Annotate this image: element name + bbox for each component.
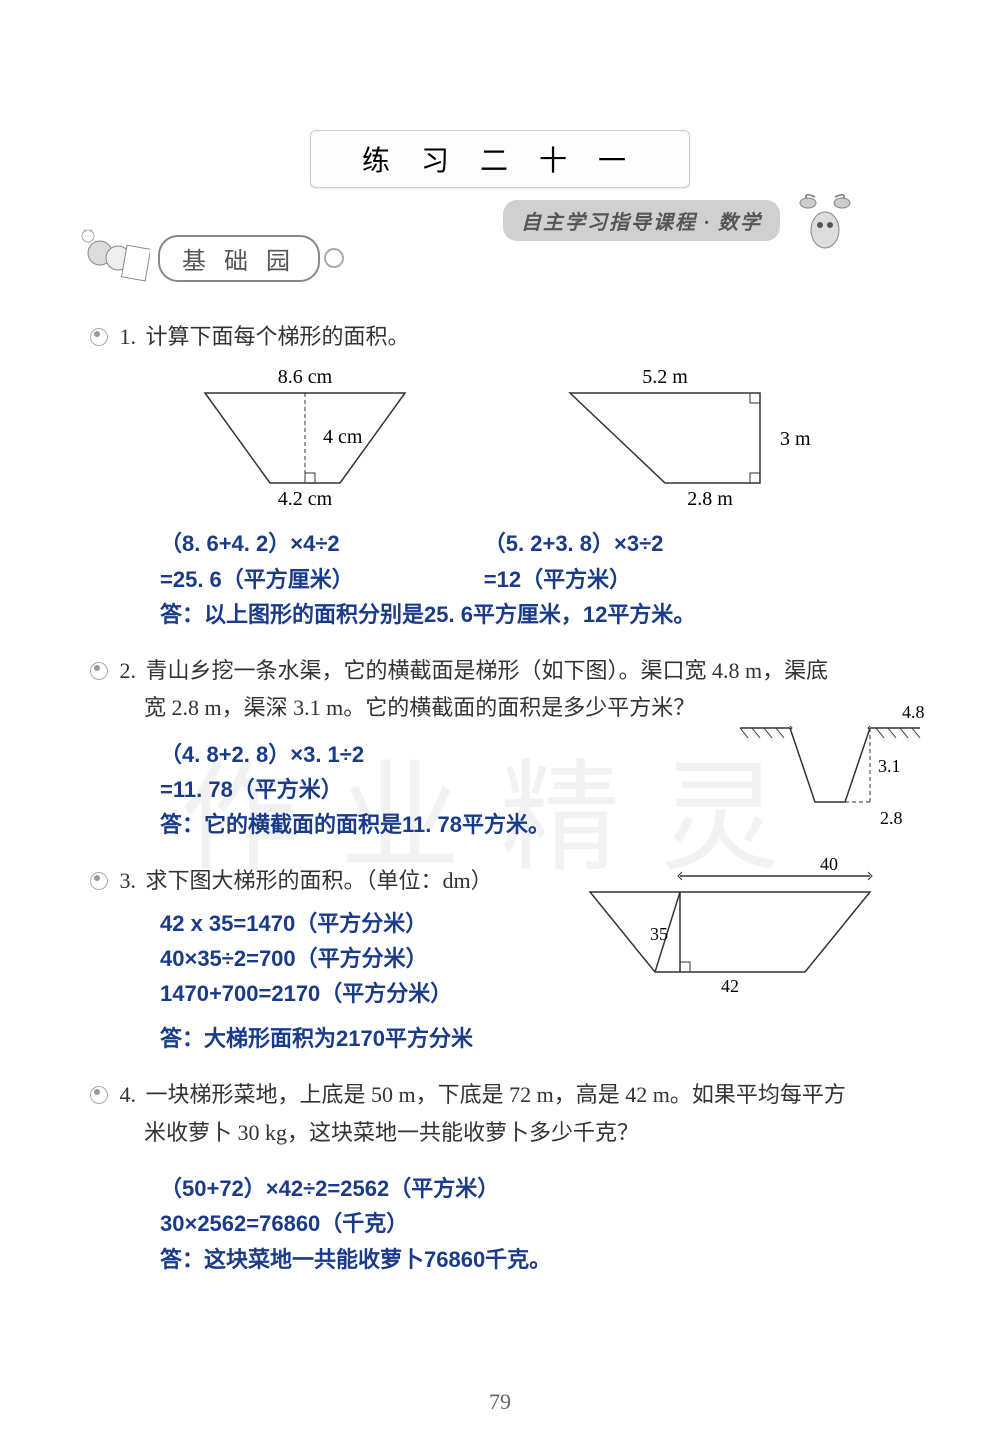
page-title: 练 习 二 十 一 — [310, 130, 690, 188]
problem-3-num: 3. — [120, 862, 137, 899]
p1-ans1-l1: （8. 6+4. 2）×4÷2 — [160, 526, 354, 561]
problem-2-num: 2. — [120, 652, 137, 689]
problem-1: 1. 计算下面每个梯形的面积。 — [90, 318, 910, 355]
page-number: 79 — [489, 1389, 511, 1415]
fig2-height-label: 3 m — [780, 428, 811, 450]
section-dot-icon — [324, 248, 344, 268]
problem-4-text1: 一块梯形菜地，上底是 50 m，下底是 72 m，高是 42 m。如果平均每平方 — [146, 1082, 846, 1107]
p4-ans-l2: 30×2562=76860（千克） — [160, 1206, 940, 1241]
bullet-icon — [90, 1086, 108, 1104]
bt-bottom-label: 42 — [721, 976, 739, 996]
mascot-icon — [790, 185, 860, 255]
p4-ans-l3: 答：这块菜地一共能收萝卜76860千克。 — [160, 1242, 940, 1277]
problem-4-num: 4. — [120, 1076, 137, 1113]
trapezoid-2: 5.2 m 3 m 2.8 m — [545, 365, 825, 520]
problem-3-text: 求下图大梯形的面积。（单位：dm） — [146, 868, 493, 893]
p1-ans2-l2: =12（平方米） — [484, 562, 664, 597]
trapezoid-1: 8.6 cm 4 cm 4.2 cm — [175, 365, 435, 520]
banner-text: 自主学习指导课程 · 数学 — [503, 200, 780, 241]
section-icon — [80, 228, 150, 288]
p1-summary: 答：以上图形的面积分别是25. 6平方厘米，12平方米。 — [160, 597, 940, 632]
header-banner: 自主学习指导课程 · 数学 — [503, 185, 860, 255]
p4-ans-l1: （50+72）×42÷2=2562（平方米） — [160, 1171, 940, 1206]
problem-3: 3. 求下图大梯形的面积。（单位：dm） 40 35 42 — [90, 862, 910, 899]
bullet-icon — [90, 328, 108, 346]
problem-2: 2. 青山乡挖一条水渠，它的横截面是梯形（如下图）。渠口宽 4.8 m，渠底 宽… — [90, 652, 910, 727]
bt-height-label: 35 — [650, 924, 668, 944]
p1-ans2-l1: （5. 2+3. 8）×3÷2 — [484, 526, 664, 561]
problem-4-text2: 米收萝卜 30 kg，这块菜地一共能收萝卜多少千克？ — [144, 1114, 910, 1151]
bullet-icon — [90, 872, 108, 890]
canal-depth-label: 3.1 — [878, 756, 901, 776]
problem-1-text: 计算下面每个梯形的面积。 — [146, 324, 410, 349]
section-label-text: 基 础 园 — [158, 235, 320, 282]
bt-top-label: 40 — [820, 854, 838, 874]
fig2-bottom-label: 2.8 m — [687, 488, 733, 510]
fig1-height-label: 4 cm — [323, 426, 363, 448]
problem-1-figures: 8.6 cm 4 cm 4.2 cm 5.2 m 3 m 2.8 m — [120, 365, 880, 520]
bullet-icon — [90, 662, 108, 680]
p1-ans1-l2: =25. 6（平方厘米） — [160, 562, 354, 597]
problem-2-text1: 青山乡挖一条水渠，它的横截面是梯形（如下图）。渠口宽 4.8 m，渠底 — [146, 658, 829, 683]
canal-diagram: 4.8 3.1 2.8 — [730, 702, 930, 853]
fig2-top-label: 5.2 m — [642, 366, 688, 388]
canal-bottom-label: 2.8 — [880, 808, 903, 828]
p3-ans-l4: 答：大梯形面积为2170平方分米 — [160, 1021, 940, 1056]
problem-1-num: 1. — [120, 318, 137, 355]
canal-top-label: 4.8 — [902, 702, 925, 722]
big-trapezoid-diagram: 40 35 42 — [570, 852, 900, 1013]
fig1-bottom-label: 4.2 cm — [278, 488, 333, 510]
problem-1-answers: （8. 6+4. 2）×4÷2 =25. 6（平方厘米） （5. 2+3. 8）… — [160, 526, 940, 596]
problem-4: 4. 一块梯形菜地，上底是 50 m，下底是 72 m，高是 42 m。如果平均… — [90, 1076, 910, 1151]
fig1-top-label: 8.6 cm — [278, 366, 333, 388]
